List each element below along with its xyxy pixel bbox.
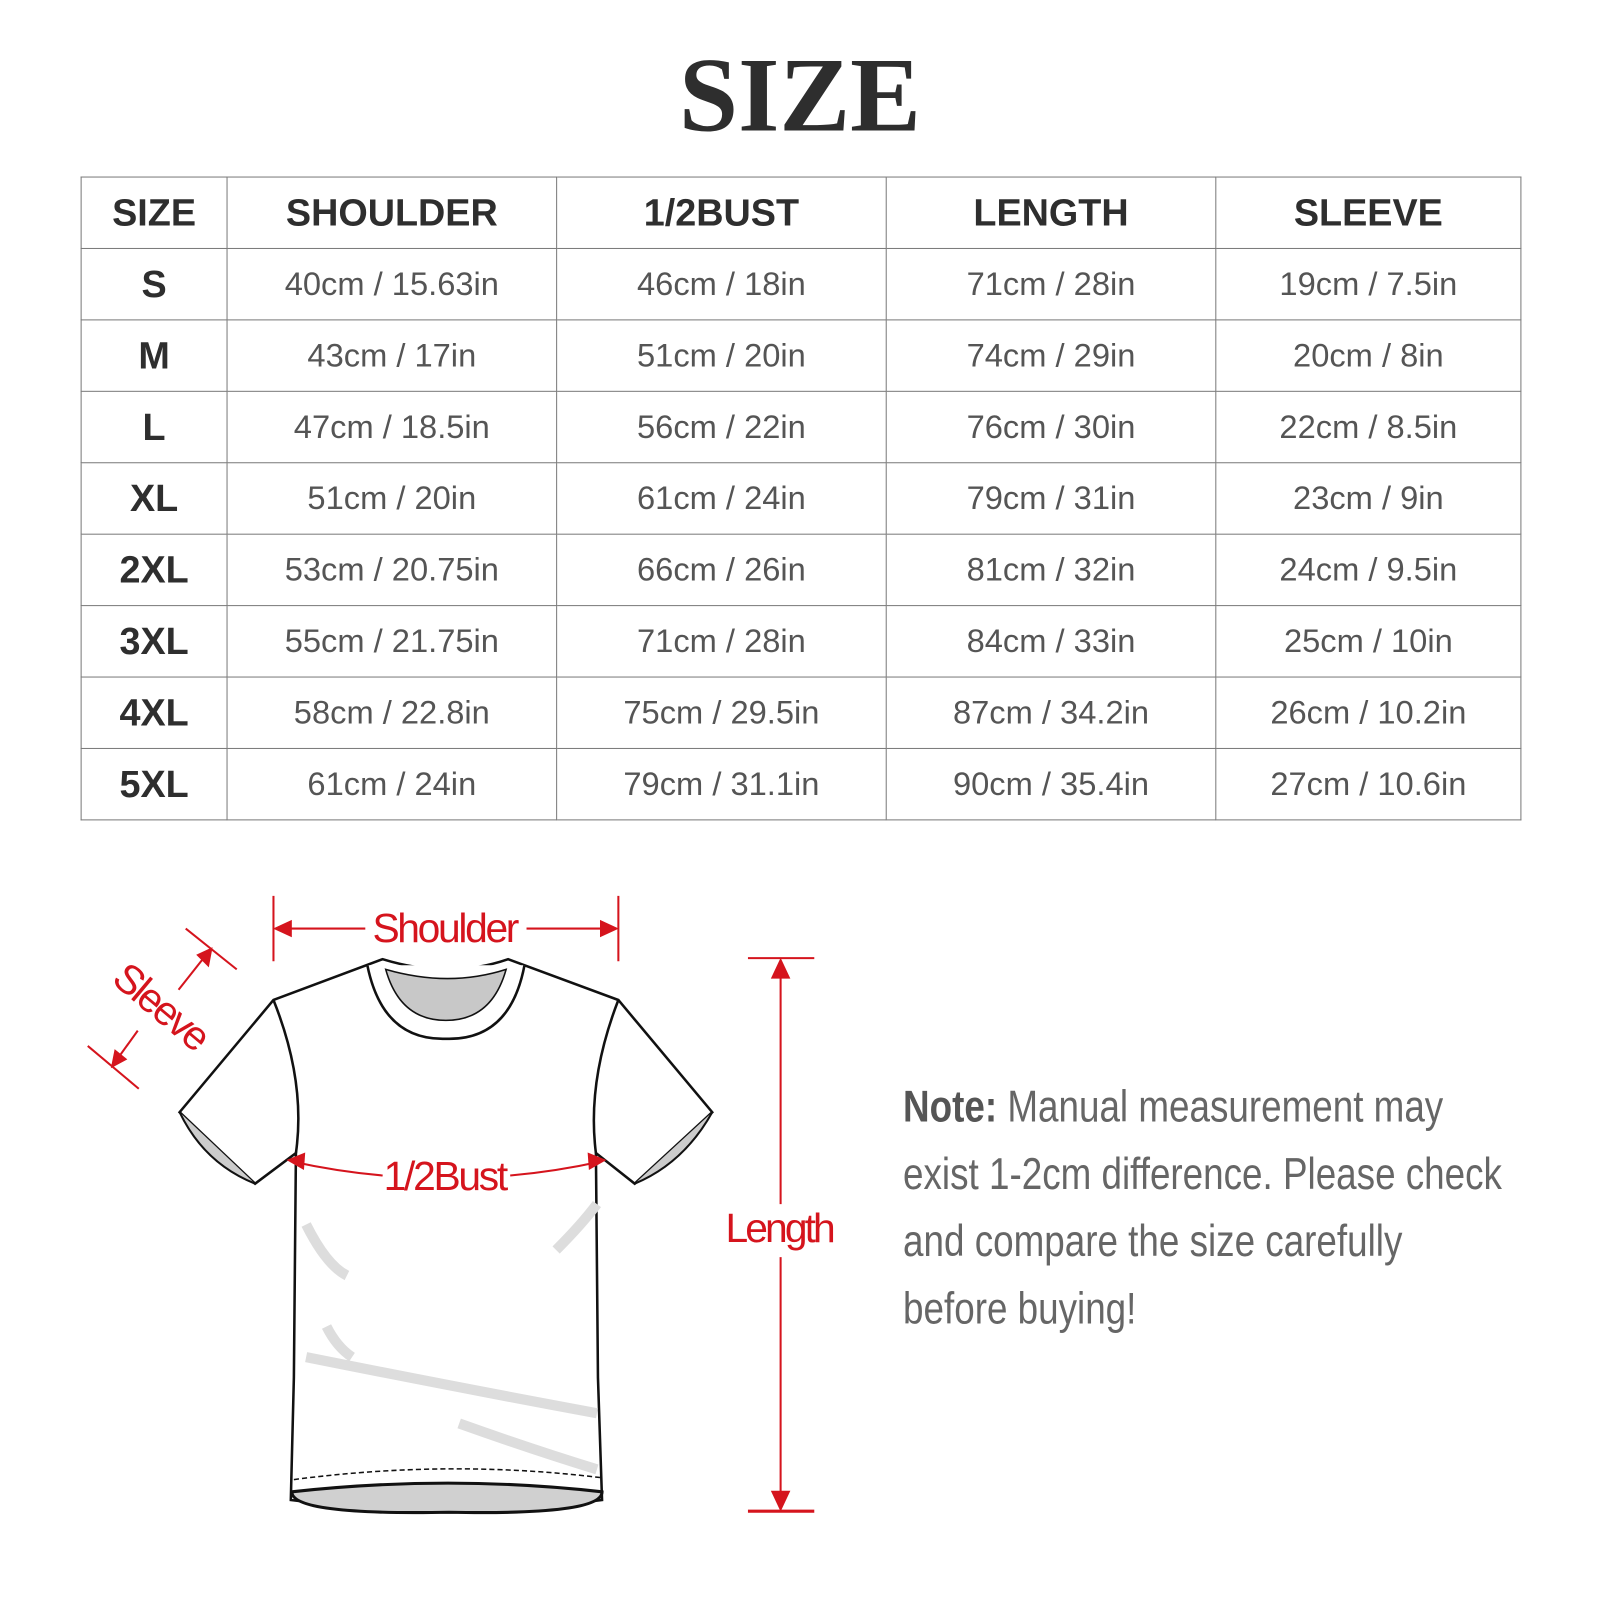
note-body: Manual measurement may exist 1-2cm diffe… [903, 1081, 1502, 1334]
table-row: 5XL 61cm / 24in 79cm / 31.1in 90cm / 35.4in… [80, 747, 1522, 821]
measurement-cell: 75cm / 29.5in [556, 676, 887, 749]
size-cell: L [80, 390, 228, 464]
note-text: Note: Manual measurement may exist 1-2cm… [903, 1073, 1505, 1342]
table-row: XL 51cm / 20in 61cm / 24in 79cm / 31in 23cm … [80, 462, 1522, 535]
measurement-cell: 90cm / 35.4in [885, 747, 1217, 821]
measurement-cell: 76cm / 30in [885, 390, 1217, 464]
table-header-row: SIZE SHOULDER 1/2BUST LENGTH SLEEVE [80, 176, 1522, 249]
measurement-cell: 20cm / 8in [1215, 319, 1522, 392]
size-cell: 4XL [80, 676, 228, 749]
tshirt-icon [177, 957, 714, 1515]
table-row: L 47cm / 18.5in 56cm / 22in 76cm / 30in 22cm… [80, 390, 1522, 464]
measurement-cell: 61cm / 24in [556, 462, 887, 535]
measurement-cell: 46cm / 18in [556, 247, 887, 321]
size-cell: 3XL [80, 605, 228, 678]
measurement-cell: 55cm / 21.75in [226, 605, 558, 678]
shoulder-label: Shoulder [372, 905, 519, 951]
header-bust: 1/2BUST [556, 176, 887, 249]
size-cell: XL [80, 462, 228, 535]
measurement-arrows [87, 895, 815, 1513]
measurement-cell: 26cm / 10.2in [1215, 676, 1522, 749]
measurement-cell: 40cm / 15.63in [226, 247, 558, 321]
measurement-cell: 53cm / 20.75in [226, 533, 558, 607]
bust-label: 1/2Bust [384, 1153, 509, 1199]
size-table: SIZE SHOULDER 1/2BUST LENGTH SLEEVE S 40c… [80, 176, 1522, 821]
measurement-cell: 61cm / 24in [226, 747, 558, 821]
measurement-cell: 24cm / 9.5in [1215, 533, 1522, 607]
header-length: LENGTH [885, 176, 1217, 249]
table-row: M 43cm / 17in 51cm / 20in 74cm / 29in 20cm /… [80, 319, 1522, 392]
measurement-cell: 58cm / 22.8in [226, 676, 558, 749]
size-cell: 5XL [80, 747, 228, 821]
header-size: SIZE [80, 176, 228, 249]
sleeve-label: Sleeve [104, 953, 220, 1060]
note-label: Note: [903, 1081, 998, 1132]
measurement-cell: 51cm / 20in [226, 462, 558, 535]
page-title: SIZE [679, 36, 921, 155]
measurement-cell: 79cm / 31.1in [556, 747, 887, 821]
measurement-cell: 43cm / 17in [226, 319, 558, 392]
measurement-cell: 71cm / 28in [556, 605, 887, 678]
measurement-cell: 84cm / 33in [885, 605, 1217, 678]
header-sleeve: SLEEVE [1215, 176, 1522, 249]
length-label: Length [726, 1205, 836, 1251]
measurement-cell: 27cm / 10.6in [1215, 747, 1522, 821]
table-row: 3XL 55cm / 21.75in 71cm / 28in 84cm / 33in 2… [80, 605, 1522, 678]
measurement-cell: 66cm / 26in [556, 533, 887, 607]
table-row: 4XL 58cm / 22.8in 75cm / 29.5in 87cm / 34.2… [80, 676, 1522, 749]
measurement-cell: 56cm / 22in [556, 390, 887, 464]
table-row: 2XL 53cm / 20.75in 66cm / 26in 81cm / 32in 2… [80, 533, 1522, 607]
table-row: S 40cm / 15.63in 46cm / 18in 71cm / 28in 19c… [80, 247, 1522, 321]
size-cell: S [80, 247, 228, 321]
measurement-cell: 19cm / 7.5in [1215, 247, 1522, 321]
measurement-cell: 81cm / 32in [885, 533, 1217, 607]
measurement-cell: 71cm / 28in [885, 247, 1217, 321]
measurement-cell: 25cm / 10in [1215, 605, 1522, 678]
size-cell: M [80, 319, 228, 392]
measurement-cell: 23cm / 9in [1215, 462, 1522, 535]
measurement-cell: 22cm / 8.5in [1215, 390, 1522, 464]
measurement-cell: 74cm / 29in [885, 319, 1217, 392]
